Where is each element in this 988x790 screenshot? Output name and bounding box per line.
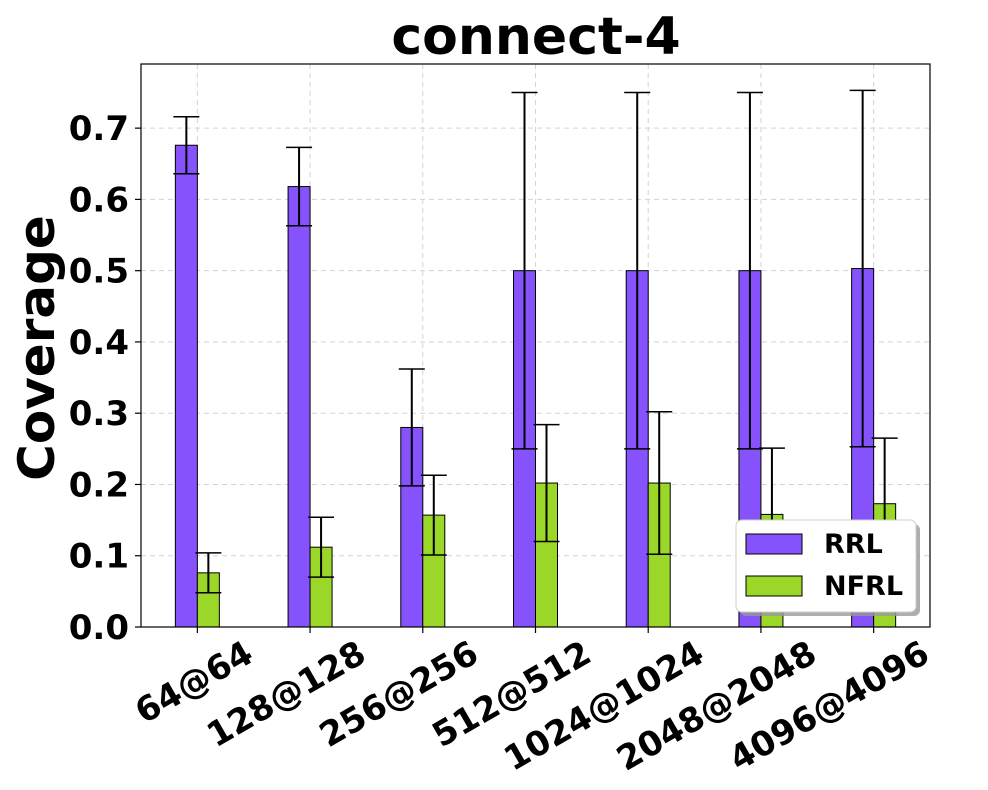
legend-swatch-rrl bbox=[745, 533, 803, 555]
y-tick-label: 0.3 bbox=[69, 394, 129, 434]
y-axis-label: Coverage bbox=[8, 215, 66, 481]
bar-rrl bbox=[174, 144, 198, 628]
y-tick-label: 0.2 bbox=[69, 465, 129, 505]
y-tick-label: 0.1 bbox=[69, 537, 129, 577]
y-tick-label: 0.5 bbox=[69, 252, 129, 292]
y-tick-label: 0.4 bbox=[69, 323, 129, 363]
error-bars bbox=[173, 89, 898, 594]
y-tick-label: 0.6 bbox=[69, 180, 129, 220]
y-axis-ticks: 0.0 0.1 0.2 0.3 0.4 0.5 0.6 0.7 bbox=[69, 109, 141, 648]
y-tick-label: 0.7 bbox=[69, 109, 129, 149]
legend-label-nfrl: NFRL bbox=[824, 571, 903, 602]
chart-title: connect-4 bbox=[391, 7, 680, 67]
legend-label-rrl: RRL bbox=[824, 529, 883, 560]
y-tick-label: 0.0 bbox=[69, 608, 129, 648]
legend: RRL NFRL bbox=[735, 519, 920, 616]
bar-rrl bbox=[287, 186, 311, 628]
legend-swatch-nfrl bbox=[745, 575, 803, 597]
